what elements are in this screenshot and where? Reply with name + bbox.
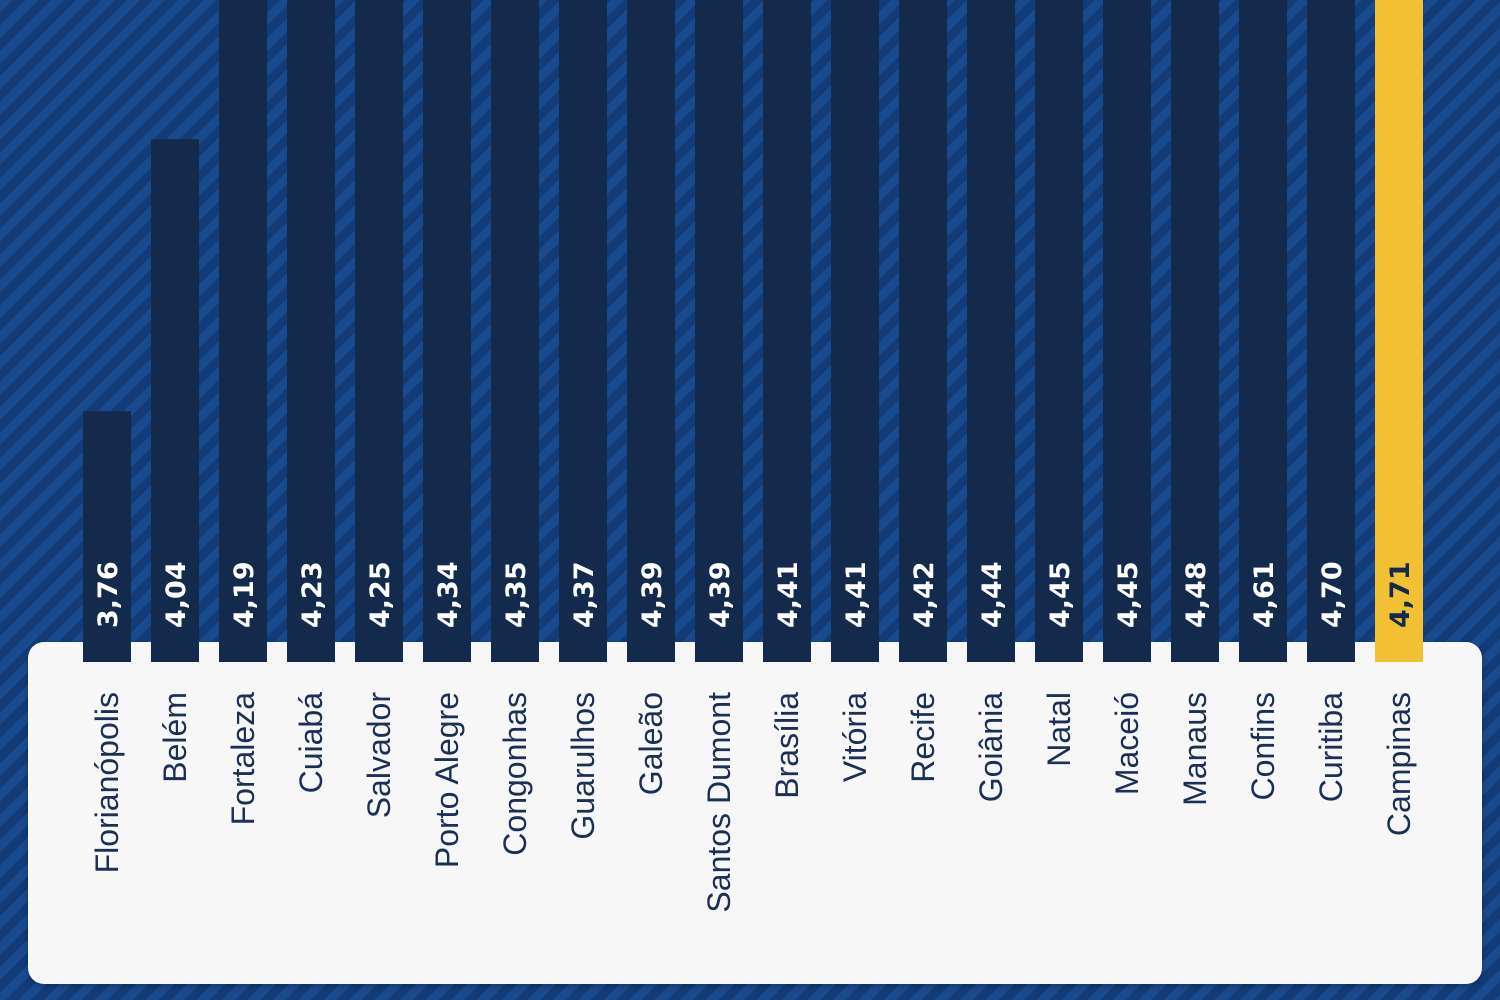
category-label-fortaleza: Fortaleza <box>225 692 261 826</box>
category-label-salvador: Salvador <box>361 692 397 819</box>
category-label-goiania: Goiânia <box>973 692 1009 803</box>
category-label-confins: Confins <box>1245 692 1281 801</box>
value-label-vitoria: 4,41 <box>841 561 872 628</box>
category-label-santos-dumont: Santos Dumont <box>701 692 737 913</box>
category-label-belem: Belém <box>157 692 193 783</box>
bar-vitoria <box>831 0 879 663</box>
category-label-porto-alegre: Porto Alegre <box>429 692 465 868</box>
category-label-florianopolis: Florianópolis <box>89 692 125 873</box>
category-label-manaus: Manaus <box>1177 692 1213 806</box>
bar-santos-dumont <box>695 0 743 663</box>
bar-manaus <box>1171 0 1219 662</box>
category-label-campinas: Campinas <box>1381 692 1417 836</box>
value-label-maceio: 4,45 <box>1113 561 1144 628</box>
value-label-galeao: 4,39 <box>637 561 668 628</box>
bar-goiania <box>967 0 1015 662</box>
category-label-guarulhos: Guarulhos <box>565 692 601 840</box>
value-label-manaus: 4,48 <box>1181 561 1212 628</box>
bar-confins <box>1239 0 1287 663</box>
category-label-panel <box>28 642 1482 984</box>
bar-florianopolis <box>83 411 131 662</box>
value-label-goiania: 4,44 <box>977 561 1008 628</box>
bar-natal <box>1035 0 1083 663</box>
bar-congonhas <box>491 0 539 663</box>
value-label-santos-dumont: 4,39 <box>705 561 736 628</box>
value-label-brasilia: 4,41 <box>773 561 804 628</box>
value-label-confins: 4,61 <box>1249 561 1280 628</box>
bar-recife <box>899 0 947 662</box>
value-label-cuiaba: 4,23 <box>297 561 328 628</box>
bar-cuiaba <box>287 0 335 662</box>
value-label-natal: 4,45 <box>1045 561 1076 628</box>
value-label-congonhas: 4,35 <box>501 561 532 628</box>
category-label-curitiba: Curitiba <box>1313 692 1349 802</box>
value-label-belem: 4,04 <box>161 561 192 628</box>
category-label-maceio: Maceió <box>1109 692 1145 795</box>
category-label-galeao: Galeão <box>633 692 669 795</box>
value-label-campinas: 4,71 <box>1385 561 1416 628</box>
bar-maceio <box>1103 0 1151 663</box>
bar-curitiba <box>1307 0 1355 663</box>
value-label-porto-alegre: 4,34 <box>433 561 464 628</box>
category-label-natal: Natal <box>1041 692 1077 767</box>
value-label-fortaleza: 4,19 <box>229 561 260 628</box>
bar-porto-alegre <box>423 0 471 662</box>
category-label-brasilia: Brasília <box>769 692 805 799</box>
value-label-recife: 4,42 <box>909 561 940 628</box>
bar-brasilia <box>763 0 811 663</box>
bar-galeao <box>627 0 675 663</box>
value-label-curitiba: 4,70 <box>1317 561 1348 628</box>
value-label-salvador: 4,25 <box>365 561 396 628</box>
category-label-cuiaba: Cuiabá <box>293 692 329 794</box>
category-label-recife: Recife <box>905 692 941 783</box>
bar-belem <box>151 139 199 662</box>
bar-guarulhos <box>559 0 607 663</box>
bar-fortaleza <box>219 0 267 662</box>
value-label-florianopolis: 3,76 <box>93 561 124 628</box>
bar-salvador <box>355 0 403 662</box>
category-label-vitoria: Vitória <box>837 692 873 782</box>
bar-campinas <box>1375 0 1423 662</box>
value-label-guarulhos: 4,37 <box>569 561 600 628</box>
category-label-congonhas: Congonhas <box>497 692 533 856</box>
